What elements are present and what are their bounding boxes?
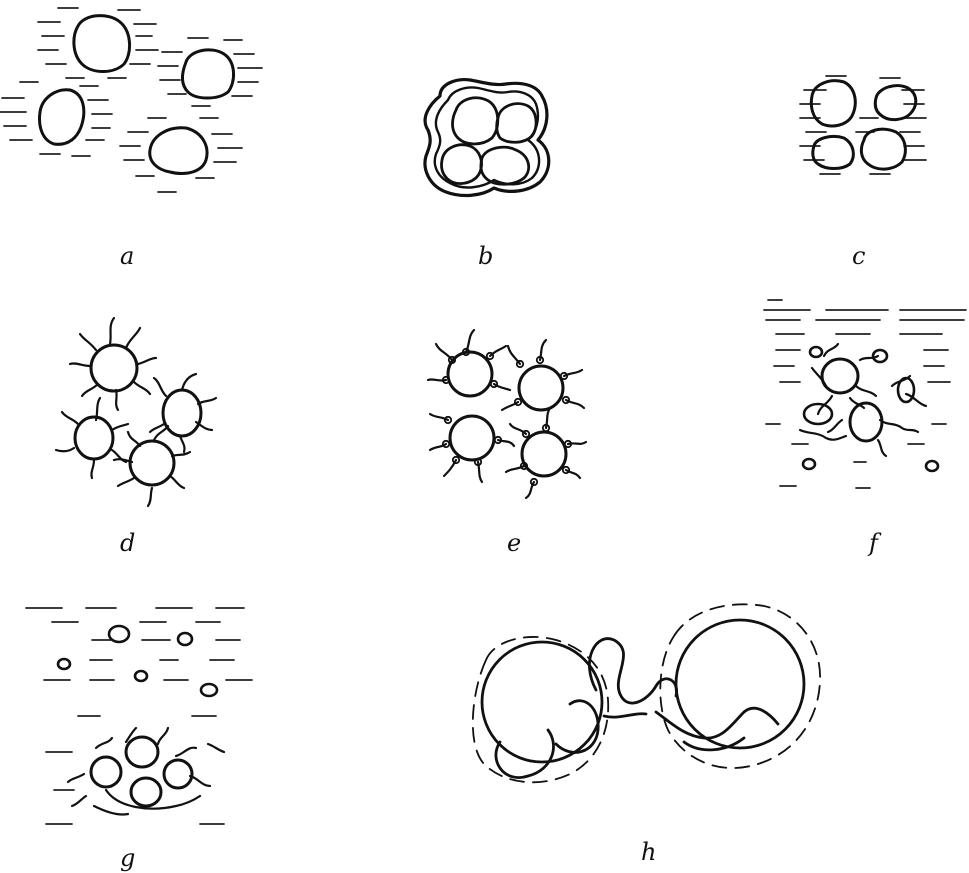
label-h: h [641, 838, 656, 866]
panel-a-medium-dashes [0, 7, 263, 193]
panel-h [471, 603, 821, 784]
panel-e-particle-3 [448, 414, 496, 462]
panel-b [423, 78, 551, 198]
panel-h-right-globule [674, 618, 806, 750]
label-f: f [867, 529, 882, 557]
panel-c-particle-2 [873, 84, 918, 122]
panel-labels: a b c d e f g h [120, 242, 882, 872]
panel-a-particle-4 [148, 126, 209, 175]
panel-d-particle-4 [128, 439, 176, 487]
label-e: e [507, 529, 521, 557]
panel-b-particle-4 [479, 145, 531, 186]
panel-h-left-globule [480, 640, 604, 764]
panel-h-right-halo [659, 603, 821, 769]
panel-a-particle-1 [72, 14, 131, 73]
panel-e-particle-2 [517, 364, 565, 412]
panel-b-inner-shell [433, 86, 541, 189]
label-g: g [120, 844, 135, 872]
panel-d-chain-tails [54, 316, 218, 508]
panel-f [763, 299, 967, 489]
panel-e-particle-1 [446, 350, 494, 398]
panel-b-particle-2 [495, 102, 538, 144]
panel-c [799, 75, 927, 175]
panel-d-particle-1 [89, 343, 139, 393]
panel-d [54, 316, 218, 508]
label-d: d [120, 529, 135, 557]
panel-g-particle-2 [89, 755, 123, 789]
panel-f-particle-2 [848, 401, 884, 443]
panel-d-particle-2 [161, 388, 203, 438]
panel-a [0, 7, 263, 193]
panel-g-small-droplets [56, 624, 219, 698]
panel-f-small-droplets [801, 345, 940, 473]
panel-d-particle-3 [73, 415, 115, 461]
panel-e-chain-tails [426, 328, 588, 500]
panel-f-medium-dashes [763, 299, 967, 489]
panel-g-chain-tails [66, 726, 226, 816]
panel-a-particle-2 [181, 48, 235, 100]
panel-b-outer-shell [423, 78, 551, 198]
panel-g-medium-dashes [25, 607, 253, 825]
label-c: c [852, 242, 865, 270]
panel-h-left-halo [471, 636, 610, 784]
panel-g-particle-1 [124, 735, 160, 769]
panel-g [25, 607, 253, 825]
panel-b-particle-3 [440, 143, 483, 185]
panel-h-polymer-coils [494, 637, 780, 779]
panel-g-particle-4 [129, 776, 163, 808]
label-b: b [478, 242, 493, 270]
panel-g-particle-3 [162, 758, 194, 790]
panel-b-particle-1 [451, 96, 500, 146]
panel-c-particle-4 [859, 127, 907, 171]
label-a: a [120, 242, 134, 270]
panel-a-particle-3 [38, 88, 86, 146]
panel-c-particle-1 [809, 79, 857, 128]
panel-e-particle-4 [520, 430, 568, 478]
panel-c-particle-3 [811, 134, 855, 170]
panel-e [426, 328, 588, 500]
panel-f-particle-1 [820, 357, 860, 395]
